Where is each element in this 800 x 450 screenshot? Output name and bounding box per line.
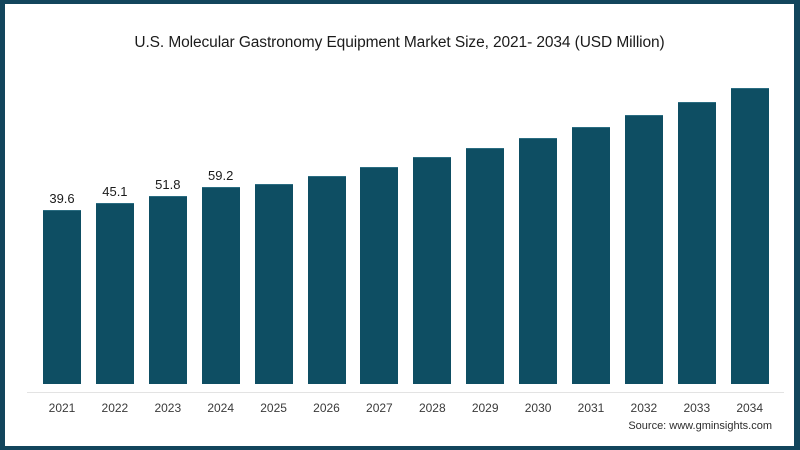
- x-axis-tick-label: 2023: [154, 401, 182, 415]
- bar: [572, 127, 610, 384]
- bar-group: [730, 88, 769, 384]
- bar: [307, 176, 346, 384]
- bar: [624, 115, 663, 384]
- bar-value-label: 39.6: [49, 191, 75, 206]
- x-axis-tick-label: 2029: [471, 401, 499, 415]
- x-axis-tick-label: 2025: [260, 401, 287, 415]
- chart-title: U.S. Molecular Gastronomy Equipment Mark…: [134, 34, 665, 51]
- plot-area: 39.6 45.1 51.8 59.2 2021 2022 2023 2024 2025 202…: [5, 4, 794, 446]
- bar-group: [572, 127, 610, 384]
- bar-group: [307, 176, 346, 384]
- bar: [466, 148, 505, 384]
- x-axis-tick-label: 2030: [524, 401, 552, 415]
- bar-value-label: 51.8: [155, 177, 181, 192]
- bar: [730, 88, 769, 384]
- bar: [519, 138, 558, 384]
- source-note: Source: www.gminsights.com: [628, 420, 772, 432]
- bar-group: [254, 184, 293, 384]
- bar-value-label: 59.2: [208, 168, 234, 183]
- bar-group: [624, 115, 663, 384]
- bar-group: 45.1: [95, 184, 134, 384]
- x-axis-tick-label: 2034: [736, 401, 764, 415]
- x-axis-tick-label: 2024: [207, 401, 235, 415]
- bar-group: [413, 157, 452, 384]
- x-axis-line: [27, 392, 784, 393]
- bar-group: [519, 138, 558, 384]
- bar-group: [677, 102, 716, 384]
- bar: [254, 184, 293, 384]
- x-axis-tick-label: 2021: [48, 401, 76, 415]
- x-axis-tick-label: 2022: [101, 401, 129, 415]
- bar: [413, 157, 452, 384]
- bar-value-label: 45.1: [102, 184, 128, 199]
- x-axis-tick-label: 2028: [418, 401, 446, 415]
- bar-group: [360, 167, 399, 384]
- bar-group: 59.2: [201, 168, 240, 384]
- x-axis-tick-label: 2032: [630, 401, 658, 415]
- x-axis-tick-label: 2027: [366, 401, 393, 415]
- bar: [360, 167, 399, 384]
- x-axis-tick-label: 2026: [313, 401, 340, 415]
- bar: [43, 210, 81, 384]
- bar: [201, 187, 240, 384]
- bar-group: 51.8: [148, 177, 187, 384]
- bar: [677, 102, 716, 384]
- bar: [95, 203, 134, 384]
- bar: [148, 196, 187, 384]
- x-axis-tick-label: 2031: [577, 401, 605, 415]
- bar-group: 39.6: [43, 191, 81, 384]
- x-axis-tick-label: 2033: [683, 401, 711, 415]
- bar-group: [466, 148, 505, 384]
